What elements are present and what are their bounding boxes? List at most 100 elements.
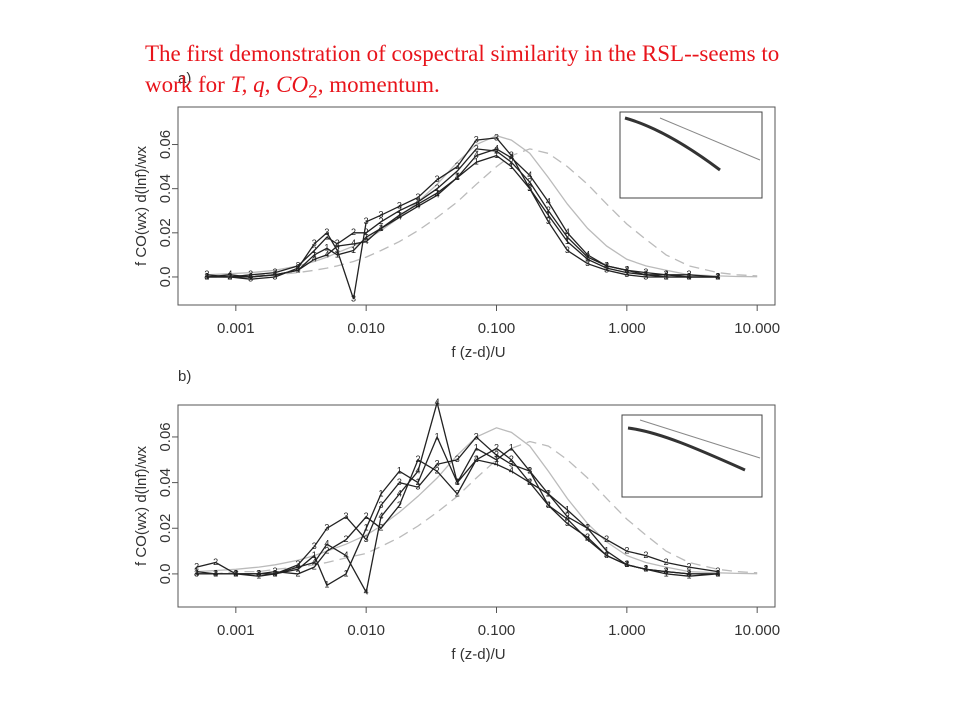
- series-marker: 4: [509, 152, 514, 162]
- series-marker: 2: [194, 561, 199, 571]
- series-marker: 1: [227, 271, 232, 281]
- series-marker: 3: [715, 568, 720, 578]
- series-marker: 2: [397, 205, 402, 215]
- series-marker: 4: [687, 271, 692, 281]
- series-marker: 3: [296, 263, 301, 273]
- series-line: [206, 154, 718, 278]
- series-marker: 2: [624, 545, 629, 555]
- series-marker: 3: [324, 227, 329, 237]
- x-axis-label: f (z-d)/U: [451, 344, 505, 361]
- series-marker: 1: [324, 243, 329, 253]
- plot-frame: [177, 106, 776, 306]
- x-tick-label: 0.001: [217, 320, 255, 337]
- x-tick-label: 0.001: [217, 622, 255, 639]
- title-text: The first demonstration of cospectral si…: [145, 41, 780, 97]
- series-marker: 2: [227, 271, 232, 281]
- series-marker: 2: [397, 500, 402, 510]
- series-marker: 3: [416, 192, 421, 202]
- series-marker: 2: [364, 511, 369, 521]
- series-marker: 3: [509, 459, 514, 469]
- x-tick-label: 10.000: [734, 622, 780, 639]
- y-tick-label: 0.0: [157, 267, 174, 288]
- title-italic: T, q, CO: [230, 72, 309, 97]
- series-marker: 3: [335, 245, 340, 255]
- series-marker: 4: [585, 249, 590, 259]
- series-marker: 3: [455, 454, 460, 464]
- series-marker: 3: [227, 271, 232, 281]
- series-line: [206, 135, 758, 278]
- series-marker: 4: [312, 254, 317, 264]
- series-marker: 2: [604, 534, 609, 544]
- series-marker: 1: [204, 271, 209, 281]
- series-marker: 1: [416, 198, 421, 208]
- series-marker: 4: [643, 564, 648, 574]
- series-marker: 1: [351, 245, 356, 255]
- series-marker: 4: [273, 269, 278, 279]
- series-marker: 4: [324, 249, 329, 259]
- series-marker: 2: [546, 205, 551, 215]
- series-marker: 3: [296, 559, 301, 569]
- series-marker: 2: [664, 269, 669, 279]
- series-marker: 1: [343, 568, 348, 578]
- x-tick-label: 1.000: [608, 622, 646, 639]
- series-marker: 2: [324, 545, 329, 555]
- title-text: , momentum.: [317, 72, 440, 97]
- series-marker: 1: [715, 568, 720, 578]
- series-marker: 1: [397, 210, 402, 220]
- series-marker: 4: [194, 568, 199, 578]
- series-marker: 4: [416, 466, 421, 476]
- series-marker: 1: [624, 267, 629, 277]
- series-marker: 2: [664, 557, 669, 567]
- slide-title: The first demonstration of cospectral si…: [145, 38, 805, 108]
- series-marker: 4: [715, 568, 720, 578]
- series-marker: 4: [324, 539, 329, 549]
- series-line: [206, 148, 718, 278]
- series-marker: 1: [565, 504, 570, 514]
- series-marker: 1: [687, 271, 692, 281]
- series-marker: 3: [324, 523, 329, 533]
- series-marker: 3: [455, 161, 460, 171]
- series-marker: 3: [397, 201, 402, 211]
- series-marker: 4: [343, 550, 348, 560]
- series-marker: 1: [715, 271, 720, 281]
- series-marker: 4: [565, 513, 570, 523]
- series-marker: 2: [416, 196, 421, 206]
- series-marker: 2: [312, 561, 317, 571]
- x-tick-label: 0.100: [478, 320, 516, 337]
- series-marker: 1: [273, 269, 278, 279]
- series-marker: 3: [397, 477, 402, 487]
- series-line: [206, 137, 718, 300]
- series-marker: 2: [494, 146, 499, 156]
- series-marker: 2: [351, 227, 356, 237]
- series-marker: 4: [585, 534, 590, 544]
- series-marker: 4: [624, 559, 629, 569]
- series-marker: 2: [273, 267, 278, 277]
- series-marker: 2: [585, 251, 590, 261]
- series-marker: 1: [494, 150, 499, 160]
- series-marker: 3: [435, 459, 440, 469]
- series-marker: 4: [435, 397, 440, 407]
- series-marker: 1: [256, 571, 261, 581]
- series-marker: 4: [364, 236, 369, 246]
- series-marker: 3: [643, 271, 648, 281]
- series-marker: 3: [343, 511, 348, 521]
- series-marker: 4: [233, 568, 238, 578]
- series-marker: 2: [687, 269, 692, 279]
- series-marker: 2: [455, 488, 460, 498]
- series-line: [196, 440, 758, 575]
- y-tick-label: 0.0: [157, 563, 174, 584]
- series-marker: 2: [213, 557, 218, 567]
- series-marker: 4: [527, 170, 532, 180]
- series-marker: 3: [494, 132, 499, 142]
- series-marker: 4: [604, 550, 609, 560]
- series-marker: 4: [213, 568, 218, 578]
- series-marker: 3: [435, 174, 440, 184]
- series-marker: 2: [364, 227, 369, 237]
- series-marker: 4: [379, 223, 384, 233]
- series-marker: 1: [474, 443, 479, 453]
- series-marker: 2: [527, 176, 532, 186]
- series-marker: 3: [527, 183, 532, 193]
- series-marker: 4: [248, 271, 253, 281]
- series-marker: 4: [687, 568, 692, 578]
